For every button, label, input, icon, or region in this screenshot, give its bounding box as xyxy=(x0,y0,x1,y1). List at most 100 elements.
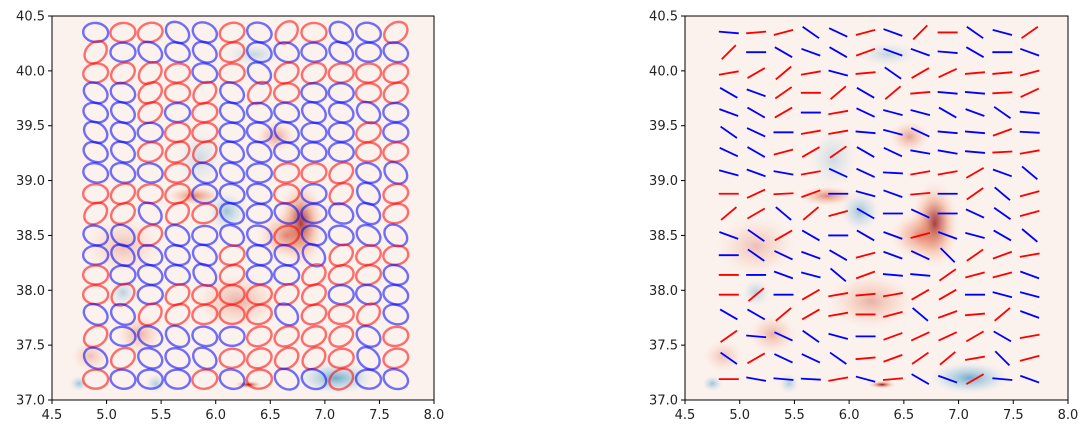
ellipse-marker xyxy=(300,41,328,63)
ellipse-marker xyxy=(273,41,301,64)
ellipse-marker xyxy=(109,61,136,85)
segment-marker xyxy=(720,329,738,343)
axes-2: 4.5 5.0 5.5 6.0 6.5 7.0 7.5 8.0 37.0 37.5 38.0 38.5… xyxy=(649,10,1078,424)
ellipse-marker xyxy=(300,303,328,326)
segment-marker xyxy=(1019,310,1040,319)
segment-marker xyxy=(801,189,821,199)
ellipse-marker xyxy=(109,201,136,226)
segment-marker xyxy=(937,374,958,384)
segment-marker xyxy=(1019,47,1040,57)
segment-marker xyxy=(910,250,930,261)
x-tick-label: 8.0 xyxy=(1058,408,1079,423)
segment-marker xyxy=(937,50,958,54)
ellipse-marker xyxy=(328,161,355,185)
segment-marker xyxy=(965,373,985,385)
segment-marker xyxy=(828,27,848,38)
segment-marker xyxy=(800,271,821,279)
contour-blob xyxy=(868,380,896,389)
segment-marker xyxy=(883,310,903,318)
segment-marker xyxy=(774,46,793,58)
segment-marker xyxy=(856,146,875,158)
segment-marker xyxy=(912,24,928,41)
segment-marker xyxy=(773,377,794,381)
y-tick-label: 38.5 xyxy=(649,229,678,244)
ellipse-marker xyxy=(246,80,272,105)
segment-marker xyxy=(774,229,793,242)
y-tick-label: 37.0 xyxy=(649,394,678,409)
segment-marker xyxy=(910,273,931,277)
segment-marker xyxy=(829,351,847,365)
ellipse-marker xyxy=(137,325,164,348)
segment-marker xyxy=(747,248,765,262)
segment-marker xyxy=(994,186,1011,201)
ellipse-marker xyxy=(328,202,355,225)
segment-marker xyxy=(937,231,958,240)
segment-marker xyxy=(800,377,821,381)
x-tick-label: 7.0 xyxy=(948,408,969,423)
ellipse-marker xyxy=(355,302,382,327)
segment-marker xyxy=(910,331,930,342)
ellipse-marker xyxy=(301,346,327,371)
segment-marker xyxy=(828,376,849,382)
segment-marker xyxy=(938,106,957,119)
segment-marker xyxy=(1021,165,1038,181)
ellipse-marker xyxy=(273,141,301,163)
axes-1: 4.5 5.0 5.5 6.0 6.5 7.0 7.5 8.0 37.0 37.5 38.0 38.5… xyxy=(16,10,444,424)
segment-marker xyxy=(992,168,1013,178)
segment-marker xyxy=(1020,25,1039,39)
ellipse-marker xyxy=(300,141,328,163)
segment-marker xyxy=(964,150,986,154)
segment-marker xyxy=(884,85,902,100)
ellipse-marker xyxy=(218,303,246,326)
segment-marker xyxy=(883,250,903,260)
segment-marker xyxy=(855,356,876,361)
segment-marker xyxy=(882,273,903,277)
contour-blob xyxy=(69,375,90,392)
segment-marker xyxy=(774,331,793,342)
segment-marker xyxy=(883,354,903,363)
ellipse-marker xyxy=(192,140,218,164)
ellipse-marker xyxy=(82,224,110,247)
ellipse-marker xyxy=(356,346,381,371)
segment-marker xyxy=(965,231,985,239)
segment-marker xyxy=(800,170,821,176)
contour-blob xyxy=(703,340,743,372)
segment-marker xyxy=(993,229,1012,242)
y-tick-label: 39.5 xyxy=(649,119,678,134)
segment-marker xyxy=(937,310,958,319)
contour-blob xyxy=(827,273,915,329)
segment-marker xyxy=(938,68,958,79)
segment-marker xyxy=(856,167,876,178)
segment-marker xyxy=(829,249,848,261)
segment-marker xyxy=(828,129,849,135)
y-tick-label: 40.5 xyxy=(16,10,45,25)
segment-marker xyxy=(883,189,903,199)
ellipse-marker xyxy=(164,223,191,247)
segment-marker xyxy=(910,91,931,95)
x-tick-label: 5.5 xyxy=(151,408,172,423)
ellipse-marker xyxy=(354,21,383,44)
ellipse-marker xyxy=(274,20,299,45)
segment-marker xyxy=(937,149,958,155)
segment-marker xyxy=(774,106,793,119)
segment-marker xyxy=(883,47,903,57)
segment-marker xyxy=(911,67,930,79)
ellipse-marker xyxy=(164,41,191,64)
segment-marker xyxy=(800,70,821,76)
segment-marker xyxy=(992,28,1013,36)
ellipse-marker xyxy=(300,162,328,184)
ellipse-marker xyxy=(245,162,274,184)
ellipse-marker xyxy=(354,368,383,390)
segment-marker xyxy=(801,47,821,57)
ellipse-marker xyxy=(164,201,191,226)
segment-marker xyxy=(747,287,765,302)
segment-marker xyxy=(829,267,847,283)
axes-frame xyxy=(684,15,1069,401)
segment-marker xyxy=(911,351,929,365)
segment-marker xyxy=(719,87,738,99)
ellipse-marker xyxy=(219,140,246,164)
ellipse-marker xyxy=(382,368,410,391)
segment-marker xyxy=(1019,374,1040,384)
ellipse-marker xyxy=(137,302,163,327)
segment-marker xyxy=(882,377,903,381)
